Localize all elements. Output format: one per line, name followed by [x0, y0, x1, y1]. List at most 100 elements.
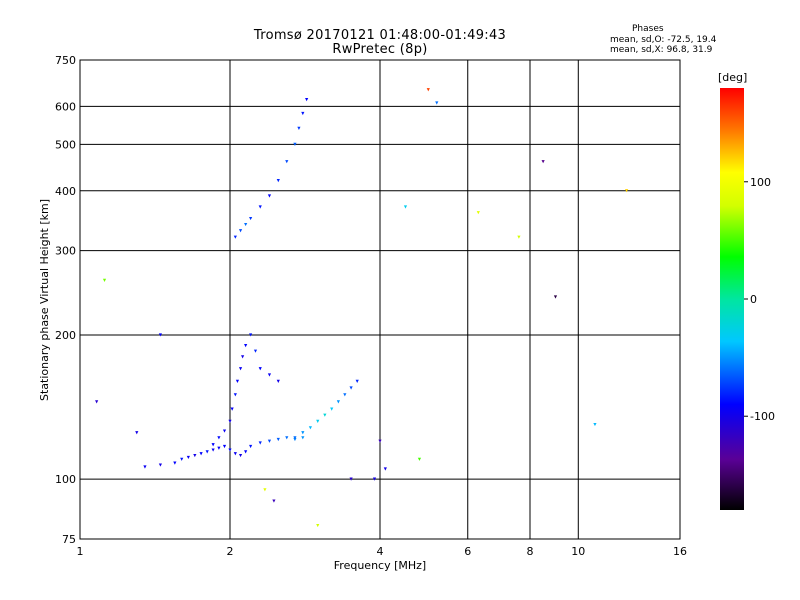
- data-point: [241, 355, 245, 359]
- data-point: [323, 413, 327, 417]
- data-point: [253, 349, 258, 353]
- data-point: [135, 431, 139, 435]
- data-point: [383, 467, 387, 471]
- x-tick-label: 6: [464, 545, 471, 558]
- x-tick-label: 8: [527, 545, 534, 558]
- data-point: [276, 379, 280, 383]
- data-point: [305, 97, 309, 102]
- data-point: [249, 444, 253, 449]
- data-point: [238, 453, 243, 458]
- data-point: [102, 278, 107, 282]
- x-tick-label: 16: [673, 545, 687, 558]
- chart-title: Tromsø 20170121 01:48:00-01:49:43: [253, 28, 507, 43]
- x-tick-label: 10: [571, 545, 585, 558]
- data-point: [267, 373, 272, 377]
- legend-title: Phases: [632, 24, 664, 34]
- data-point: [211, 443, 215, 447]
- data-point: [349, 477, 353, 481]
- data-point: [336, 400, 340, 404]
- colorbar-label: [deg]: [718, 71, 748, 84]
- data-point: [316, 523, 320, 528]
- data-point: [285, 436, 289, 440]
- data-point: [293, 437, 297, 442]
- data-point: [355, 379, 359, 383]
- data-point: [476, 211, 480, 215]
- data-point: [553, 295, 558, 299]
- y-tick-label: 600: [55, 100, 76, 113]
- data-point: [330, 407, 334, 411]
- y-axis-label: Stationary phase Virtual Height [km]: [38, 199, 51, 401]
- data-point: [258, 205, 262, 209]
- chart-subtitle: RwPretec (8p): [332, 42, 428, 57]
- legend-line-x: mean, sd,X: 96.8, 31.9: [610, 45, 713, 55]
- data-point: [249, 333, 253, 337]
- data-point: [258, 367, 262, 371]
- data-point: [276, 179, 280, 183]
- data-point: [230, 407, 234, 411]
- y-tick-label: 100: [55, 473, 76, 486]
- data-point: [158, 333, 163, 337]
- data-point: [158, 463, 163, 467]
- plot-frame: [79, 59, 681, 540]
- x-tick-label: 4: [377, 545, 384, 558]
- data-point: [233, 452, 237, 456]
- colorbar-tick-label: -100: [750, 410, 775, 423]
- data-point: [308, 426, 313, 430]
- colorbar-ticks: 100 0 -100: [744, 176, 775, 423]
- data-point: [222, 429, 227, 433]
- data-point: [217, 436, 221, 440]
- data-point: [238, 229, 243, 233]
- data-point: [267, 439, 272, 443]
- x-axis-label: Frequency [MHz]: [334, 559, 426, 572]
- data-point: [258, 441, 262, 445]
- data-point: [95, 400, 99, 404]
- data-point: [372, 477, 377, 481]
- data-point: [293, 436, 297, 440]
- data-point: [316, 419, 320, 423]
- legend-line-o: mean, sd,O: -72.5, 19.4: [610, 35, 717, 45]
- data-point: [249, 216, 253, 221]
- y-tick-label: 500: [55, 138, 76, 151]
- data-point: [301, 111, 305, 116]
- data-point: [267, 194, 272, 198]
- x-tick-label: 1: [77, 545, 84, 558]
- data-point: [593, 422, 597, 427]
- data-point: [193, 453, 197, 458]
- data-point: [211, 448, 215, 452]
- data-point: [435, 101, 439, 105]
- y-tick-label: 75: [62, 533, 76, 546]
- y-tick-label: 300: [55, 245, 76, 258]
- data-point: [244, 222, 248, 227]
- y-axis-ticks: 75 100 200 300 400 500 600 750: [55, 54, 76, 546]
- data-point: [517, 235, 521, 239]
- data-point: [301, 436, 305, 440]
- data-point: [228, 419, 232, 423]
- data-point: [199, 452, 203, 456]
- data-point: [343, 393, 347, 397]
- colorbar-tick-label: 0: [750, 293, 757, 306]
- data-point: [217, 446, 221, 450]
- y-tick-label: 400: [55, 185, 76, 198]
- data-point: [417, 457, 422, 461]
- data-point: [186, 455, 190, 460]
- data-point: [263, 488, 267, 492]
- data-point: [143, 465, 147, 469]
- data-point: [301, 431, 305, 435]
- data-point: [297, 126, 301, 130]
- data-point: [349, 386, 353, 390]
- data-point: [233, 235, 237, 239]
- data-point: [403, 205, 408, 209]
- data-point: [235, 379, 240, 383]
- data-point: [272, 499, 276, 503]
- data-point: [205, 450, 209, 454]
- data-point: [222, 444, 227, 449]
- data-point: [378, 439, 382, 443]
- data-point: [233, 393, 237, 397]
- data-point: [228, 448, 232, 452]
- x-axis-ticks: 1 2 4 6 8 10 16: [77, 545, 688, 558]
- data-point: [426, 88, 430, 92]
- y-tick-label: 200: [55, 329, 76, 342]
- colorbar: [720, 88, 744, 510]
- data-point: [173, 461, 177, 465]
